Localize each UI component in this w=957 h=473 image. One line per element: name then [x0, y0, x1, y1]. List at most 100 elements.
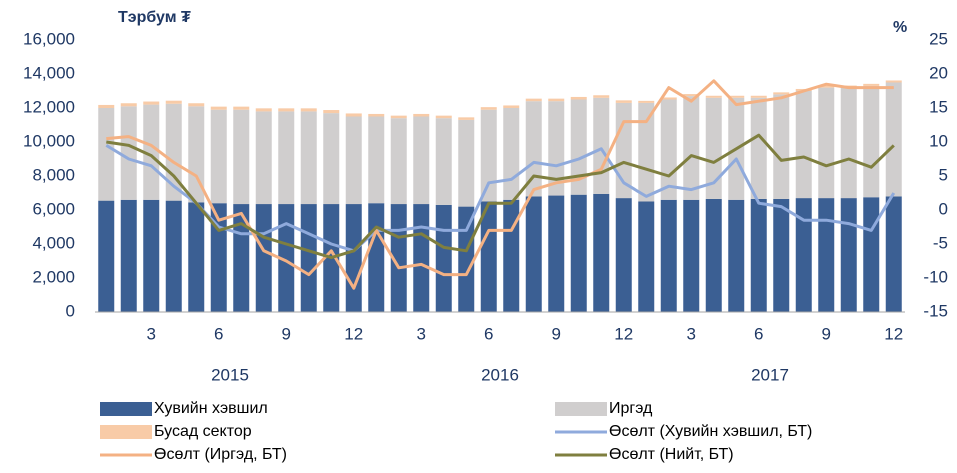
bar [480, 107, 497, 110]
x-tick-label: 9 [822, 324, 831, 343]
y-axis-title: Тэрбум ₮ [118, 9, 191, 26]
bar [525, 196, 542, 312]
bar [458, 117, 475, 120]
bar [593, 95, 610, 98]
bar [728, 95, 745, 98]
bar [818, 85, 835, 88]
y-tick-label: 10,000 [23, 131, 75, 150]
x-group-label: 2015 [211, 365, 249, 384]
bar [863, 83, 880, 86]
bar [795, 91, 812, 199]
bar [863, 197, 880, 312]
bar [593, 97, 610, 194]
bar [300, 108, 317, 112]
bar [413, 116, 430, 205]
legend-label: Иргэд [609, 400, 653, 417]
bar [660, 97, 677, 100]
bar [683, 94, 700, 97]
line [105, 144, 896, 253]
bar [773, 94, 790, 199]
line [106, 133, 895, 260]
bar [638, 102, 655, 202]
bar [818, 87, 835, 199]
y-tick-label: 2,000 [32, 267, 75, 286]
x-tick-label: 6 [754, 324, 763, 343]
y-tick-label: 12,000 [23, 97, 75, 116]
bar [345, 113, 362, 117]
bar [368, 116, 385, 204]
bar [885, 82, 902, 197]
bar [615, 100, 632, 103]
bar [188, 106, 205, 203]
bar [323, 113, 340, 205]
bar [480, 109, 497, 202]
y-tick-label: 14,000 [23, 63, 75, 82]
bar [525, 98, 542, 102]
y2-tick-label: -10 [923, 267, 948, 286]
y-tick-label: 8,000 [32, 165, 75, 184]
bar [570, 194, 587, 312]
bar [120, 106, 137, 200]
bar [98, 108, 115, 201]
bar [548, 101, 565, 196]
y-tick-label: 16,000 [23, 29, 75, 48]
legend-label: Өсөлт (Хувийн хэвшил, БТ) [609, 423, 812, 440]
bar [705, 95, 722, 98]
bar [885, 196, 902, 312]
bar [300, 204, 317, 312]
y2-tick-label: 25 [929, 29, 948, 48]
bar [503, 199, 520, 312]
y-tick-label: 0 [66, 301, 75, 320]
bar [188, 103, 205, 107]
x-tick-label: 12 [344, 324, 363, 343]
bar [885, 80, 902, 83]
legend-swatch [555, 402, 607, 416]
bar [705, 198, 722, 312]
x-tick-label: 12 [614, 324, 633, 343]
x-tick-label: 3 [417, 324, 426, 343]
bar [750, 198, 767, 312]
bar [548, 195, 565, 312]
bar [165, 200, 182, 312]
bar [795, 198, 812, 312]
y2-tick-label: 10 [929, 131, 948, 150]
bar [840, 198, 857, 312]
bar [638, 100, 655, 103]
bar [750, 97, 767, 199]
x-group-label: 2017 [751, 365, 789, 384]
bar [548, 98, 565, 102]
x-group-label: 2016 [481, 365, 519, 384]
bar [323, 110, 340, 114]
bar [773, 198, 790, 312]
bar [570, 99, 587, 195]
bar [413, 113, 430, 117]
legend-swatch [100, 425, 152, 439]
bar [165, 103, 182, 201]
bar [278, 111, 295, 205]
y2-axis-title: % [893, 19, 907, 36]
bar [210, 106, 227, 110]
bar [300, 111, 317, 205]
y2-tick-label: -5 [933, 233, 948, 252]
bar [458, 206, 475, 312]
bar [638, 201, 655, 312]
bar [255, 111, 272, 205]
bar [98, 104, 115, 108]
bar [143, 101, 160, 105]
y-tick-label: 6,000 [32, 199, 75, 218]
bar [683, 96, 700, 200]
bar [390, 118, 407, 205]
bar [750, 95, 767, 98]
x-tick-label: 6 [484, 324, 493, 343]
bar [705, 97, 722, 199]
legend-label: Хувийн хэвшил [154, 400, 268, 417]
bar [458, 119, 475, 207]
bar [368, 203, 385, 312]
bar [345, 116, 362, 205]
y-tick-label: 4,000 [32, 233, 75, 252]
legend-swatch [100, 402, 152, 416]
x-tick-label: 6 [214, 324, 223, 343]
bar [120, 199, 137, 312]
bar [503, 108, 520, 200]
